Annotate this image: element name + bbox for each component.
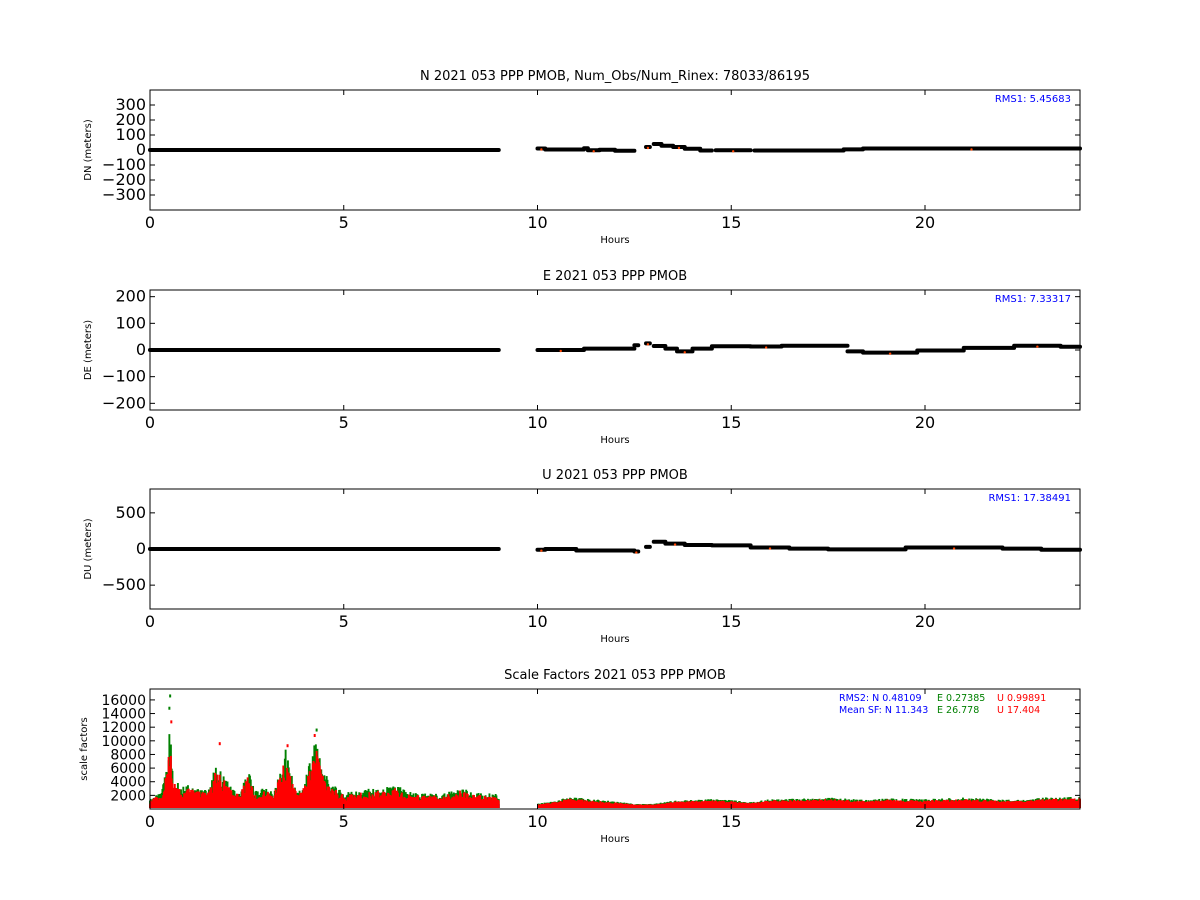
y-tick-label: 200 xyxy=(115,287,146,306)
x-tick-label: 5 xyxy=(339,213,349,232)
y-tick-label: 14000 xyxy=(101,707,146,723)
data-marks xyxy=(149,694,1081,808)
y-tick-label: −200 xyxy=(102,393,146,412)
y-tick-label: −100 xyxy=(102,367,146,386)
x-tick-label: 5 xyxy=(339,612,349,631)
y-tick-label: 200 xyxy=(115,110,146,129)
data-point-outlier xyxy=(646,146,650,150)
data-point-outlier xyxy=(683,351,686,354)
x-tick-label: 10 xyxy=(527,612,547,631)
data-point-outlier xyxy=(592,150,595,153)
data-point-outlier xyxy=(559,349,562,353)
data-point-outlier xyxy=(1036,345,1039,348)
y-tick-label: 0 xyxy=(136,140,146,159)
mean-sf-u: U 17.404 xyxy=(997,705,1040,716)
x-axis-label: Hours xyxy=(600,435,629,446)
x-tick-label: 5 xyxy=(339,413,349,432)
rms-annotation: RMS1: 7.33317 xyxy=(995,294,1071,305)
x-tick-label: 20 xyxy=(915,612,935,631)
x-tick-label: 20 xyxy=(915,812,935,831)
panel-4: Scale Factors 2021 053 PPP PMOB 0 5 10 15 20 2… xyxy=(79,668,1081,845)
mean-sf-n: Mean SF: N 11.343 xyxy=(839,705,928,716)
y-tick-label: −300 xyxy=(102,185,146,204)
y-tick-label: 500 xyxy=(115,503,146,522)
data-point-outlier xyxy=(768,547,772,550)
y-tick-label: −100 xyxy=(102,155,146,174)
y-tick-label: 2000 xyxy=(110,788,146,804)
data-point-outlier xyxy=(952,547,956,550)
panel-2: E 2021 053 PPP PMOB 0 5 10 15 20 −200 −100 0 100 2… xyxy=(83,269,1082,446)
data-marks xyxy=(148,142,1082,153)
data-point-outlier xyxy=(673,543,677,546)
chart-title: Scale Factors 2021 053 PPP PMOB xyxy=(504,668,726,683)
y-axis-label: DU (meters) xyxy=(83,518,94,579)
panel-3: U 2021 053 PPP PMOB 0 5 10 15 20 −500 0 500 Hours… xyxy=(83,468,1082,645)
axes-frame xyxy=(149,688,1081,810)
y-tick-label: 6000 xyxy=(110,761,146,777)
y-tick-label: −500 xyxy=(102,575,146,594)
x-tick-label: 0 xyxy=(145,812,155,831)
rms2-u: U 0.99891 xyxy=(997,693,1046,704)
y-tick-label: 16000 xyxy=(101,693,146,709)
x-axis-label: Hours xyxy=(600,834,629,845)
data-point-outlier xyxy=(731,150,735,153)
chart-title: N 2021 053 PPP PMOB, Num_Obs/Num_Rinex: … xyxy=(420,69,810,84)
chart-title: U 2021 053 PPP PMOB xyxy=(542,468,688,483)
data-point-outlier xyxy=(677,146,681,150)
x-tick-label: 15 xyxy=(721,413,741,432)
rms2-n: RMS2: N 0.48109 xyxy=(839,693,922,704)
rms2-e: E 0.27385 xyxy=(937,693,985,704)
x-axis-label: Hours xyxy=(600,634,629,645)
rms-annotation: RMS1: 17.38491 xyxy=(988,493,1071,504)
x-tick-label: 5 xyxy=(339,812,349,831)
panel-1: N 2021 053 PPP PMOB, Num_Obs/Num_Rinex: … xyxy=(83,69,1082,246)
y-tick-label: 10000 xyxy=(101,734,146,750)
x-tick-label: 20 xyxy=(915,413,935,432)
rms-annotation: RMS1: 5.45683 xyxy=(995,94,1071,105)
x-tick-label: 15 xyxy=(721,213,741,232)
data-marks xyxy=(148,539,1082,554)
x-tick-label: 0 xyxy=(145,413,155,432)
x-tick-label: 0 xyxy=(145,612,155,631)
x-tick-label: 15 xyxy=(721,812,741,831)
data-point-outlier xyxy=(764,346,768,349)
y-tick-label: 4000 xyxy=(110,775,146,791)
data-point-outlier xyxy=(635,551,638,554)
x-tick-label: 10 xyxy=(527,413,547,432)
y-axis-label: DN (meters) xyxy=(83,119,94,181)
x-tick-label: 10 xyxy=(527,213,547,232)
y-tick-label: 12000 xyxy=(101,720,146,736)
data-point-outlier xyxy=(540,549,543,552)
y-tick-label: 100 xyxy=(115,125,146,144)
data-point-outlier xyxy=(540,148,543,151)
data-point-outlier xyxy=(888,352,892,355)
data-point-outlier xyxy=(970,148,973,151)
y-tick-label: 100 xyxy=(115,313,146,332)
chart-title: E 2021 053 PPP PMOB xyxy=(543,269,687,284)
x-axis-label: Hours xyxy=(600,235,629,246)
y-tick-label: 0 xyxy=(136,340,146,359)
y-tick-label: 0 xyxy=(136,539,146,558)
data-point-outlier xyxy=(646,343,650,346)
y-axis-label: scale factors xyxy=(79,717,90,780)
x-tick-label: 0 xyxy=(145,213,155,232)
x-tick-label: 10 xyxy=(527,812,547,831)
mean-sf-e: E 26.778 xyxy=(937,705,979,716)
series-U xyxy=(149,750,1081,808)
y-axis-label: DE (meters) xyxy=(83,320,94,380)
y-tick-label: 300 xyxy=(115,95,146,114)
data-marks xyxy=(148,341,1082,355)
y-tick-label: −200 xyxy=(102,170,146,189)
x-tick-label: 20 xyxy=(915,213,935,232)
x-tick-label: 15 xyxy=(721,612,741,631)
y-tick-label: 8000 xyxy=(110,747,146,763)
